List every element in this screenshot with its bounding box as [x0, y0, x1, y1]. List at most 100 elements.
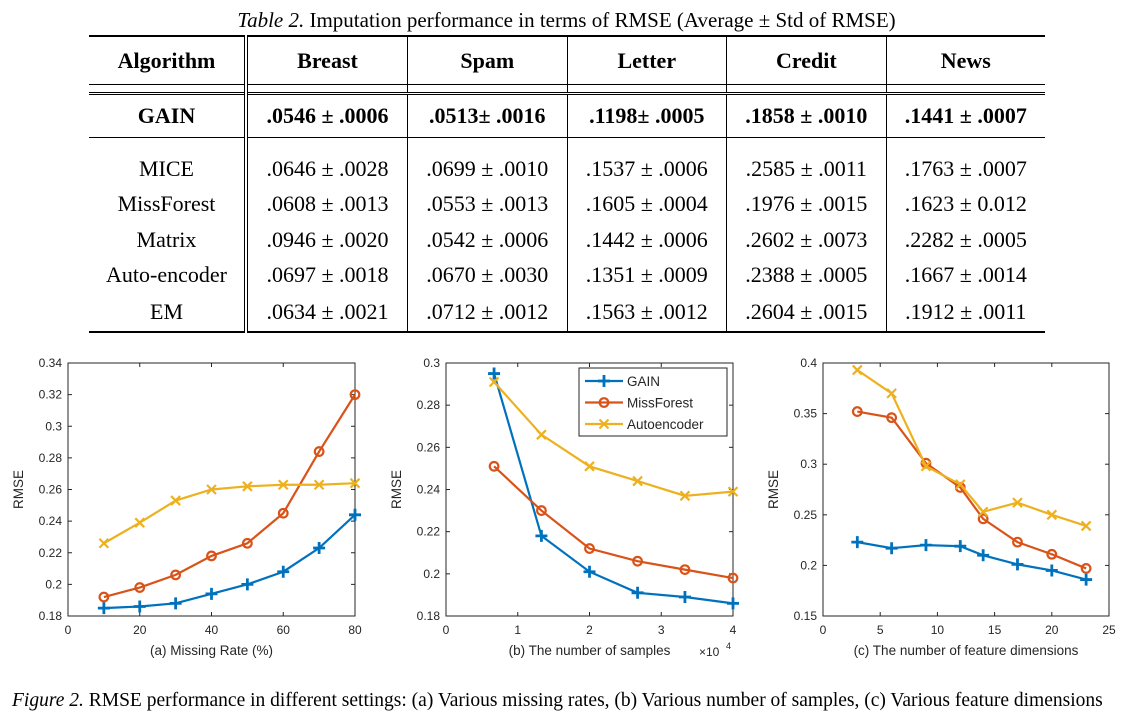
- y-tick-label: 0.3: [45, 419, 62, 433]
- data-point-gain: [954, 540, 967, 553]
- cell-letter: .1605 ± .0004: [567, 186, 728, 222]
- cell-letter: .1442 ± .0006: [567, 222, 728, 258]
- x-tick-label: 25: [1102, 623, 1116, 637]
- table-header-row: Algorithm Breast Spam Letter Credit News: [89, 35, 1045, 85]
- x-tick-label: 5: [877, 623, 884, 637]
- x-tick-label: 4: [730, 623, 737, 637]
- data-point-autoencoder: [277, 479, 289, 491]
- data-point-autoencoder: [134, 517, 146, 528]
- x-tick-label: 40: [205, 623, 219, 637]
- data-point-gain: [133, 600, 146, 613]
- y-axis-label: RMSE: [11, 470, 26, 509]
- header-credit: Credit: [726, 35, 887, 85]
- y-tick-label: 0.28: [417, 398, 441, 412]
- cell-letter: .1563 ± .0012: [567, 293, 728, 333]
- data-point-missforest: [277, 507, 289, 519]
- x-axis-label: (a) Missing Rate (%): [150, 643, 273, 658]
- data-point-gain: [205, 587, 218, 600]
- data-point-autoencoder: [1012, 497, 1023, 508]
- data-point-missforest: [1046, 548, 1058, 560]
- data-point-autoencoder: [632, 475, 643, 487]
- header-algorithm: Algorithm: [89, 35, 248, 85]
- plot-frame: [822, 362, 1110, 617]
- y-tick-label: 0.3: [423, 356, 440, 370]
- results-table: Algorithm Breast Spam Letter Credit News…: [89, 35, 1045, 333]
- y-tick-label: 0.4: [800, 356, 817, 370]
- chart-panel-b: 0 1 2 3 4 0.18 0.2 0.22 0.24 0.26 0.28 0.3 (b) The n…: [389, 356, 739, 659]
- x-tick-label: 80: [348, 623, 362, 637]
- figure-caption-text: RMSE performance in different settings: …: [88, 690, 1103, 711]
- data-point-missforest: [134, 582, 146, 593]
- table-caption-text: Imputation performance in terms of RMSE …: [309, 8, 896, 32]
- chart-panel-c: 0 5 10 15 20 25 0.15 0.2 0.25 0.3 0.35 0.4 (c) The n…: [766, 356, 1116, 658]
- data-point-gain: [631, 586, 644, 599]
- data-point-autoencoder: [679, 490, 691, 502]
- legend-marker-gain: [598, 375, 610, 387]
- data-point-missforest: [488, 460, 500, 472]
- legend-label-autoencoder: Autoencoder: [627, 417, 704, 432]
- y-tick-label: 0.18: [39, 609, 63, 623]
- y-tick-label: 0.26: [417, 440, 441, 454]
- header-news: News: [886, 35, 1045, 85]
- y-tick-label: 0.35: [794, 407, 818, 421]
- y-tick-label: 0.34: [39, 356, 63, 370]
- data-point-missforest: [206, 550, 217, 562]
- y-tick-label: 0.25: [794, 508, 818, 522]
- data-point-gain: [851, 536, 864, 549]
- data-point-autoencoder: [886, 388, 897, 399]
- cell-spam: .0542 ± .0006: [407, 222, 568, 258]
- cell-spam: .0712 ± .0012: [407, 293, 568, 333]
- cell-credit: .1858 ± .0010: [726, 92, 887, 138]
- cell-letter: .1198± .0005: [567, 92, 728, 138]
- chart-panel-a: 0 20 40 60 80 0.18 0.2 0.22 0.24 0.26 0.28 0.3 0.32 0…: [11, 356, 362, 658]
- x-axis-label: (b) The number of samples: [509, 643, 671, 658]
- cell-news: .1667 ± .0014: [904, 262, 1027, 288]
- y-tick-label: 0.22: [417, 525, 441, 539]
- cell-algorithm: EM: [89, 293, 248, 333]
- x-tick-label: 3: [658, 623, 665, 637]
- cell-breast: .0634 ± .0021: [246, 293, 408, 333]
- data-point-autoencoder: [920, 460, 932, 472]
- table-row: Matrix .0946 ± .0020 .0542 ± .0006 .1442…: [89, 222, 1045, 258]
- data-point-gain: [488, 367, 501, 380]
- data-point-gain: [885, 542, 898, 555]
- data-point-autoencoder: [313, 479, 325, 491]
- data-point-missforest: [241, 537, 253, 549]
- figure-caption-label: Figure 2.: [12, 690, 84, 711]
- data-point-gain: [535, 529, 548, 542]
- data-point-autoencoder: [852, 364, 863, 376]
- data-point-autoencoder: [727, 486, 739, 497]
- cell-breast: .0608 ± .0013: [246, 186, 408, 222]
- x-tick-label: 0: [820, 623, 827, 637]
- cell-letter: .1351 ± .0009: [567, 257, 728, 293]
- y-tick-label: 0.2: [800, 558, 817, 572]
- series-line-autoencoder: [493, 381, 734, 497]
- data-point-missforest: [851, 406, 863, 417]
- data-point-gain: [277, 565, 290, 578]
- data-point-gain: [169, 597, 182, 610]
- data-point-gain: [678, 591, 691, 604]
- series-line-autoencoder: [103, 482, 356, 545]
- y-tick-label: 0.24: [39, 514, 63, 528]
- data-point-autoencoder: [1080, 520, 1092, 532]
- figure-caption: Figure 2. RMSE performance in different …: [12, 690, 1103, 712]
- data-point-missforest: [98, 591, 110, 603]
- table-row-gain: GAIN .0546 ± .0006 .0513± .0016 .1198± .…: [89, 92, 1045, 138]
- table-caption-label: Table 2.: [237, 8, 305, 32]
- data-point-autoencoder: [536, 429, 547, 440]
- cell-algorithm: Matrix: [89, 222, 248, 258]
- table-row: MissForest .0608 ± .0013 .0553 ± .0013 .…: [89, 186, 1045, 222]
- x-axis-label: (c) The number of feature dimensions: [854, 643, 1079, 658]
- data-point-missforest: [584, 543, 595, 554]
- table-row: EM .0634 ± .0021 .0712 ± .0012 .1563 ± .…: [89, 293, 1045, 333]
- cell-credit: .2585 ± .0011: [726, 145, 887, 187]
- data-point-missforest: [170, 569, 182, 581]
- data-point-gain: [919, 539, 932, 552]
- table-caption: Table 2. Imputation performance in terms…: [0, 8, 1133, 33]
- y-tick-label: 0.3: [800, 457, 817, 471]
- legend-label-missforest: MissForest: [627, 396, 693, 411]
- cell-credit: .1976 ± .0015: [726, 186, 887, 222]
- data-point-autoencoder: [977, 506, 989, 518]
- data-point-autoencoder: [1046, 509, 1058, 521]
